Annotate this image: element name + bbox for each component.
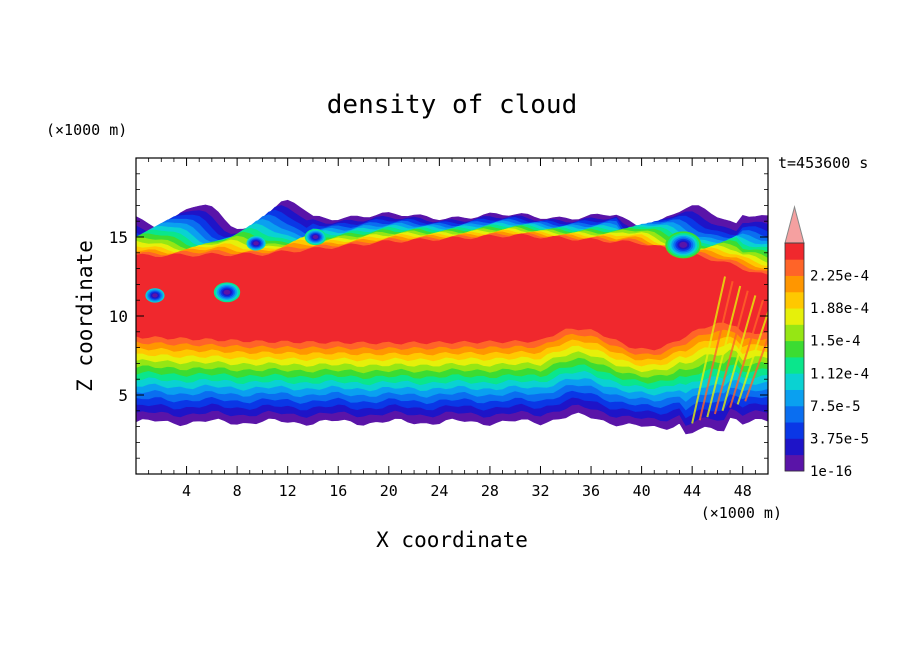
x-tick-label: 16: [329, 482, 347, 500]
y-tick-label: 10: [109, 307, 128, 326]
plume-streak: [713, 290, 749, 415]
plume-streak: [706, 285, 742, 418]
colorbar-swatch: [785, 389, 804, 407]
cloud-density-field: [136, 199, 768, 435]
colorbar-swatch: [785, 454, 804, 472]
contour-level: [136, 233, 768, 351]
colorbar-swatch: [785, 324, 804, 342]
colorbar-label: 7.5e-5: [810, 399, 861, 415]
y-tick-label: 15: [109, 228, 128, 247]
vortex-contour: [312, 234, 319, 240]
colorbar-swatch: [785, 259, 804, 276]
time-label: t=453600 s: [778, 154, 868, 172]
colorbar-swatch: [785, 373, 804, 390]
colorbar-label: 3.75e-5: [810, 431, 869, 447]
x-axis-label: X coordinate: [376, 528, 528, 552]
x-tick-label: 8: [233, 482, 242, 500]
colorbar-swatch: [785, 405, 804, 423]
x-tick-label: 24: [430, 482, 448, 500]
colorbar-frame: [784, 242, 805, 472]
y-unit-label: (×1000 m): [46, 121, 127, 139]
x-tick-label: 44: [683, 482, 701, 500]
colorbar-swatch: [785, 340, 804, 358]
plume-streak: [691, 276, 726, 424]
colorbar-label: 1.5e-4: [810, 334, 861, 350]
colorbar-swatch: [785, 357, 804, 374]
x-tick-label: 28: [481, 482, 499, 500]
x-tick-label: 48: [734, 482, 752, 500]
x-axis: 4 8 12 16 20 24 28 32 36 40 44 48: [148, 158, 756, 500]
y-tick-label: 5: [118, 386, 128, 405]
y-axis-label: Z coordinate: [73, 240, 97, 392]
colorbar-swatch: [785, 422, 804, 439]
y-axis: 5 10 15: [109, 173, 768, 459]
colorbar: 2.25e-4 1.88e-4 1.5e-4 1.12e-4 7.5e-5 3.75e-5…: [784, 205, 869, 480]
colorbar-label: 2.25e-4: [810, 269, 869, 285]
colorbar-swatch: [785, 438, 804, 456]
colorbar-swatch: [785, 308, 804, 325]
x-tick-label: 36: [582, 482, 600, 500]
x-tick-label: 20: [380, 482, 398, 500]
x-tick-label: 12: [279, 482, 297, 500]
colorbar-swatch: [785, 275, 804, 293]
colorbar-swatch: [785, 291, 804, 309]
colorbar-label: 1.88e-4: [810, 301, 869, 317]
plume-streak: [729, 299, 764, 408]
x-tick-label: 40: [633, 482, 651, 500]
colorbar-label: 1.12e-4: [810, 366, 869, 382]
x-tick-label: 4: [182, 482, 191, 500]
colorbar-swatch: [785, 243, 804, 260]
vortex-contour: [679, 241, 688, 248]
plume-streak: [698, 281, 734, 421]
colorbar-label: 1e-16: [810, 464, 852, 480]
plume-streak: [744, 334, 768, 402]
vortex-contour: [152, 293, 158, 298]
vortex-contour: [223, 289, 231, 295]
plume-streak: [736, 309, 768, 405]
colorbar-extend-arrow: [784, 205, 805, 244]
x-tick-label: 32: [531, 482, 549, 500]
plume-streak: [721, 295, 757, 412]
chart-title: density of cloud: [327, 90, 577, 120]
vortex-contour: [253, 241, 259, 246]
x-unit-label: (×1000 m): [701, 504, 782, 522]
